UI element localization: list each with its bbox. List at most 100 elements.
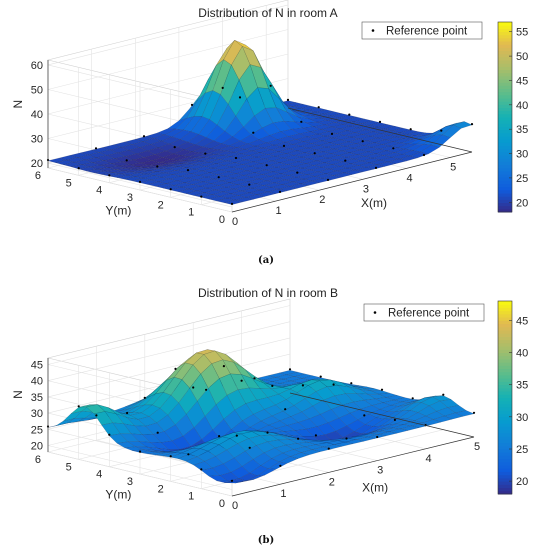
room-b-colorbar-band <box>498 320 512 325</box>
room-a-colorbar-band <box>498 25 512 29</box>
room-b-surface-cell <box>200 363 220 389</box>
room-b-surface-cell <box>149 442 170 450</box>
room-a-reference-point <box>173 146 176 149</box>
room-a-surface-cell <box>115 167 135 172</box>
room-a-surface-cell <box>258 135 278 144</box>
room-b-title: Distribution of N in room B <box>198 286 338 300</box>
room-a-surface-cell <box>261 160 280 166</box>
room-b-colorbar: 20 25 30 35 40 45 <box>497 300 528 495</box>
room-a-colorbar-band <box>498 94 512 99</box>
room-a-colorbar-band <box>498 79 512 83</box>
room-a-surface-cell <box>249 152 268 158</box>
room-a-surface-cell <box>170 187 190 192</box>
room-a-colorbar-band <box>498 189 512 194</box>
room-a-reference-point <box>440 129 443 132</box>
room-a-surface-cell <box>333 172 353 178</box>
room-a-surface-cell <box>186 164 206 170</box>
room-b-surface-cell <box>139 451 159 455</box>
room-a-colorbar-band <box>498 167 512 172</box>
room-a-colorbar-tick-label: 50 <box>516 51 528 63</box>
room-a-colorbar-band <box>498 186 512 191</box>
room-b-reference-point <box>169 455 172 458</box>
room-b-x-tick-label: 1 <box>280 488 286 500</box>
room-b-surface-cell <box>140 404 161 417</box>
room-a-surface-cell <box>204 189 224 195</box>
room-b-caption: (b) <box>258 535 274 546</box>
room-a-reference-point <box>330 132 334 135</box>
room-a-surface-cell <box>332 161 351 167</box>
room-b-surface-cell <box>184 443 204 450</box>
room-a-colorbar-tick-label: 40 <box>516 100 528 112</box>
room-b-reference-point <box>218 435 221 438</box>
room-b-surface-cell <box>116 441 137 448</box>
room-a-x-tick-label: 1 <box>276 205 282 217</box>
room-a-colorbar-band <box>498 139 512 143</box>
room-b-surface-cell <box>432 415 453 423</box>
room-a-colorbar-band <box>498 44 512 48</box>
room-b-colorbar-band <box>498 313 512 318</box>
room-b-surface-cell <box>331 404 351 419</box>
room-a-colorbar-tick-label: 30 <box>516 149 528 161</box>
room-b-colorbar-band <box>498 310 512 315</box>
room-a-surface-cell <box>259 176 278 182</box>
room-b-z-tick-label: 35 <box>31 392 43 404</box>
room-b-surface-cell <box>140 386 160 402</box>
room-a-colorbar-band <box>498 142 512 146</box>
room-b-surface-cell <box>124 446 144 451</box>
room-b-colorbar-tick-label: 45 <box>516 315 528 327</box>
room-a-surface-cell <box>254 108 274 129</box>
room-b-colorbar-band <box>498 387 512 392</box>
room-a-surface-cell <box>334 146 353 152</box>
room-b-surface-cell <box>406 412 427 421</box>
room-b-colorbar-band <box>498 384 512 389</box>
room-a-surface-cell <box>333 135 352 141</box>
room-b-y-tick-label: 2 <box>158 483 164 495</box>
room-b-colorbar-band <box>498 307 512 312</box>
room-b-surface-cell <box>226 389 246 411</box>
room-b-reference-point <box>327 447 330 450</box>
room-a-surface-cell <box>357 151 376 157</box>
room-b-surface-cell <box>378 431 398 437</box>
room-a-legend-marker <box>371 29 375 32</box>
room-a-colorbar-tick-label: 20 <box>516 197 528 209</box>
room-a-colorbar-band <box>498 117 512 121</box>
room-b-colorbar-band <box>498 374 512 379</box>
room-b-colorbar-band <box>498 342 512 347</box>
room-a-colorbar-band <box>498 56 512 61</box>
room-b-surface-cell <box>296 442 316 447</box>
room-a-reference-point <box>221 86 224 89</box>
room-b-colorbar-band <box>498 371 512 376</box>
room-a-surface-cell <box>191 146 212 154</box>
room-b-colorbar-band <box>498 471 512 476</box>
room-a-surface-cell <box>355 167 374 173</box>
room-b-surface-cell <box>170 452 190 459</box>
room-a-colorbar-band <box>498 202 512 207</box>
room-b-reference-point <box>350 382 353 385</box>
room-b-surface-cell <box>170 379 190 404</box>
room-b-reference-point <box>77 405 80 408</box>
room-b-surface-cell <box>389 428 409 434</box>
room-a-surface-cell <box>339 126 359 131</box>
room-a-colorbar-tick-label: 25 <box>516 173 528 185</box>
room-b-surface-cell <box>252 409 273 422</box>
room-a-reference-point <box>230 202 234 205</box>
room-b-surface-cell <box>196 450 217 462</box>
room-b-y-axis-line <box>289 392 475 438</box>
room-a-colorbar-band <box>498 205 512 210</box>
room-a-surface-cell <box>200 183 219 189</box>
room-b-surface-cell <box>133 404 153 414</box>
room-b-reference-point <box>235 434 238 437</box>
room-a-surface-cell <box>311 140 330 146</box>
room-b-surface <box>47 349 475 484</box>
room-b-surface-cell <box>363 388 383 392</box>
room-a-colorbar-band <box>498 82 512 86</box>
room-b-colorbar-band <box>498 362 512 366</box>
room-a-surface-cell <box>249 64 269 89</box>
room-b-colorbar-band <box>498 410 512 415</box>
room-b-z-tick-label: 25 <box>31 424 43 436</box>
room-a-colorbar-band <box>498 151 512 156</box>
room-b-reference-point <box>138 450 142 453</box>
room-a-legend: Reference point <box>361 21 483 40</box>
room-b-y-axis-label: Y(m) <box>105 487 131 501</box>
room-b-colorbar-band <box>498 301 512 305</box>
